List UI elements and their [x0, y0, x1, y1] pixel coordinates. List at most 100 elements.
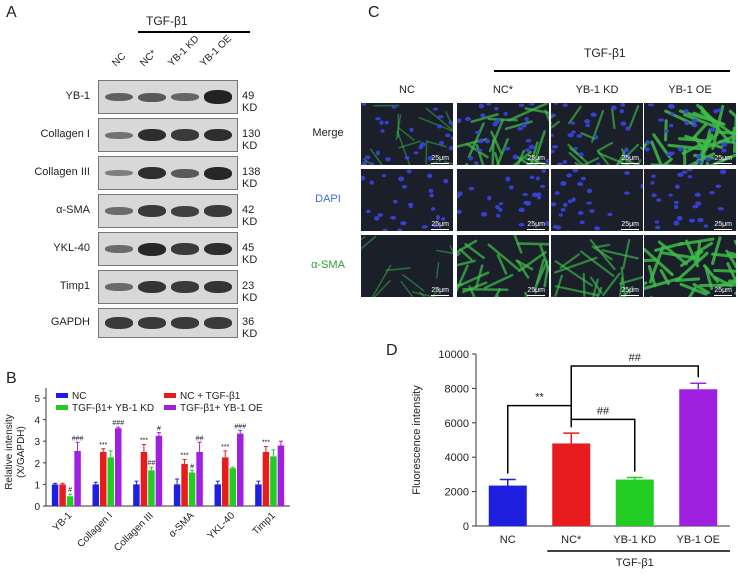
blot-row-label: Timp1: [59, 280, 90, 292]
blot-band: [138, 317, 166, 329]
micrograph-image: [361, 103, 453, 165]
legend-label: NC + TGF-β1: [180, 391, 241, 402]
micrograph: 25μm: [643, 168, 737, 232]
legend-label: NC: [72, 391, 86, 402]
scale-bar: 25μm: [621, 221, 639, 230]
micrograph: 25μm: [456, 102, 550, 166]
panel-d-bar-chart: 0 2000 4000 6000 8000 10000 Fluorescence inten…: [411, 349, 730, 569]
blot-kd-label: 130 KD: [242, 128, 261, 152]
scale-bar: 25μm: [527, 287, 545, 296]
blot-band: [105, 170, 133, 176]
micrograph-image: [457, 103, 549, 165]
significance-mark: ##: [629, 352, 642, 364]
panel-b-letter: B: [6, 370, 17, 387]
x-tick-label: NC*: [561, 534, 582, 546]
panel-b-bar-chart: NC NC + TGF-β1 TGF-β1+ YB-1 KD TGF-β1+ YB-1…: [4, 388, 290, 554]
bar: [277, 445, 285, 506]
x-tick-label: YB-1 KD: [613, 534, 656, 546]
scale-bar: 25μm: [714, 155, 732, 164]
blot-band: [138, 128, 166, 142]
micrograph-image: [361, 169, 449, 231]
row-label: Merge: [312, 127, 344, 139]
y-tick-label: 4: [34, 416, 40, 427]
micrograph-image: [361, 235, 453, 297]
micrograph-image: [551, 238, 643, 297]
column-header: NC*: [492, 84, 514, 96]
significance-mark: ##: [148, 460, 156, 467]
scale-bar: 25μm: [431, 155, 449, 164]
blot-strip: [98, 80, 238, 114]
scale-bar: 25μm: [714, 287, 732, 296]
legend-swatch: [164, 393, 176, 398]
blot-kd-label: 42 KD: [242, 204, 258, 228]
bar: [270, 456, 277, 506]
micrograph: 25μm: [360, 168, 454, 232]
micrograph: 25μm: [550, 234, 644, 298]
significance-mark: #: [157, 426, 161, 433]
x-tick-label: α-SMA: [167, 510, 197, 540]
blot-row-label: YB-1: [65, 90, 90, 102]
significance-mark: ###: [234, 423, 246, 430]
blot-strip: [98, 118, 238, 152]
scale-bar: 25μm: [527, 155, 545, 164]
bar: [488, 485, 527, 526]
blot-strip: [98, 194, 238, 228]
scale-bar: 25μm: [621, 155, 639, 164]
y-tick-label: 3: [34, 437, 40, 448]
bar: [173, 484, 181, 506]
bar: [255, 484, 262, 506]
micrograph: 25μm: [360, 234, 454, 298]
blot-kd-label: 49 KD: [242, 90, 258, 114]
bar: [196, 452, 203, 506]
row-label: DAPI: [315, 193, 341, 205]
micrograph-image: [457, 169, 549, 231]
legend-label: TGF-β1+ YB-1 KD: [72, 403, 154, 414]
significance-mark: ##: [196, 435, 204, 442]
micrograph: 25μm: [550, 102, 644, 166]
blot-band: [105, 283, 133, 291]
blot-band: [171, 205, 199, 217]
bar: [214, 484, 221, 506]
bar: [552, 443, 591, 526]
y-tick-label: 10000: [438, 349, 469, 361]
micrograph-image: [644, 103, 736, 165]
significance-mark: ***: [221, 444, 229, 451]
micrograph: 25μm: [456, 234, 550, 298]
y-tick-label: 8000: [445, 383, 469, 395]
bar: [148, 470, 155, 506]
x-tick-label: YB-1: [51, 510, 75, 534]
micrograph-image: [551, 103, 643, 165]
bar: [615, 479, 654, 526]
y-tick-label: 2: [34, 459, 40, 470]
bar: [155, 435, 163, 506]
legend-swatch: [56, 405, 68, 410]
blot-band: [204, 166, 232, 180]
blot-band: [204, 317, 232, 329]
blot-strip: [98, 156, 238, 190]
blot-band: [204, 128, 232, 142]
blot-band: [138, 166, 166, 180]
x-tick-label: YB-1 OE: [677, 534, 720, 546]
significance-mark: ##: [597, 405, 610, 417]
blot-kd-label: 36 KD: [242, 316, 258, 340]
lane-header: YB-1 KD: [166, 33, 202, 69]
blot-row-label: Collagen I: [40, 128, 90, 140]
micrograph: 25μm: [550, 168, 644, 232]
blot-band: [204, 242, 232, 256]
x-tick-label: Timp1: [251, 510, 278, 537]
y-axis-label: Relative intensity: [4, 414, 15, 490]
bar: [140, 452, 148, 506]
column-header: YB-1 KD: [575, 84, 619, 96]
bar: [237, 433, 244, 506]
y-tick-label: 4000: [445, 452, 469, 464]
micrograph-image: [644, 236, 736, 297]
bar: [115, 428, 122, 506]
micrograph: 25μm: [643, 102, 737, 166]
significance-mark: **: [535, 392, 544, 404]
blot-band: [171, 243, 199, 255]
scale-bar: 25μm: [431, 221, 449, 230]
bar: [133, 484, 140, 506]
legend-swatch: [56, 393, 68, 398]
significance-mark: ***: [99, 442, 107, 449]
y-tick-label: 5: [34, 394, 40, 405]
